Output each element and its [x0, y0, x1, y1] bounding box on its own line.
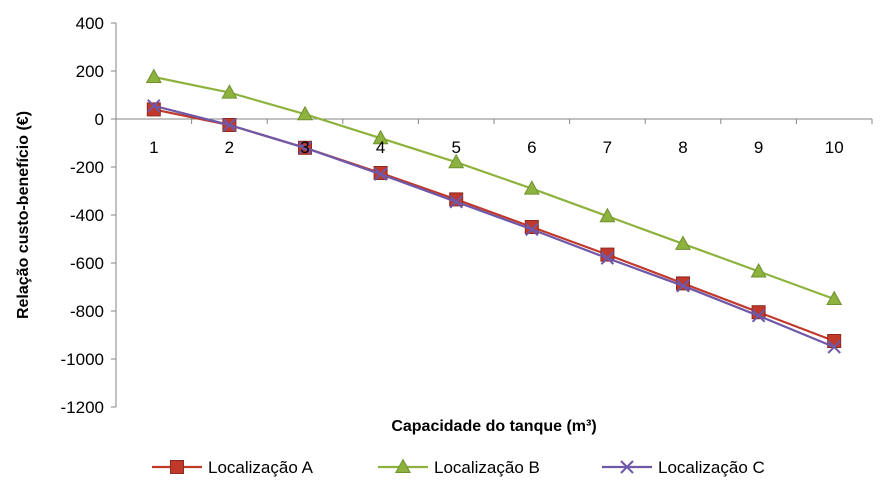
data-point-stroke — [525, 222, 539, 237]
x-tick-label: 2 — [225, 138, 234, 157]
data-point — [827, 340, 841, 354]
y-tick-label: -200 — [70, 158, 104, 177]
y-tick-label: 200 — [76, 62, 104, 81]
data-point — [372, 129, 389, 145]
x-tick-label: 8 — [678, 138, 687, 157]
x-tick-label: 6 — [527, 138, 536, 157]
legend-marker — [395, 458, 411, 474]
data-point — [298, 141, 312, 155]
data-point — [676, 279, 690, 293]
data-point — [600, 251, 615, 265]
y-tick-label: -600 — [70, 254, 104, 273]
data-point — [448, 153, 465, 169]
x-tick-label: 5 — [451, 138, 460, 157]
data-point-stroke — [298, 141, 312, 155]
data-point — [675, 235, 691, 250]
data-point-stroke — [449, 195, 463, 209]
data-point-stroke — [373, 167, 388, 181]
series-line-2 — [153, 75, 835, 301]
legend-label: Localização C — [658, 458, 765, 477]
y-tick-label: -1000 — [61, 350, 104, 369]
x-tick-label: 9 — [754, 138, 763, 157]
data-point — [145, 68, 162, 84]
legend-item: Localização A — [152, 458, 314, 477]
legend-marker-shape — [170, 460, 184, 474]
data-point — [750, 262, 767, 278]
data-point — [751, 309, 766, 323]
y-axis-title: Relação custo-benefício (€) — [15, 111, 32, 319]
x-tick-label: 10 — [825, 138, 844, 157]
legend-item: Localização C — [602, 458, 765, 477]
data-point — [525, 222, 539, 237]
y-tick-label: 0 — [95, 110, 104, 129]
legend-label: Localização A — [208, 458, 314, 477]
data-point — [222, 118, 237, 132]
y-tick-label: -1200 — [61, 398, 104, 417]
legend-item: Localização B — [378, 458, 540, 477]
data-point — [221, 84, 238, 99]
data-point-stroke — [222, 118, 237, 132]
data-point — [297, 105, 313, 121]
x-tick-label: 3 — [300, 138, 309, 157]
x-tick-label: 7 — [603, 138, 612, 157]
y-tick-label: 400 — [76, 14, 104, 33]
legend-label: Localização B — [434, 458, 540, 477]
data-point-stroke — [676, 279, 690, 293]
data-point-stroke — [600, 251, 615, 265]
legend-marker — [620, 460, 634, 474]
y-tick-label: -400 — [70, 206, 104, 225]
x-axis-title: Capacidade do tanque (m³) — [391, 418, 596, 435]
x-tick-label: 4 — [376, 138, 385, 157]
data-point-stroke — [147, 99, 161, 113]
y-tick-label: -800 — [70, 302, 104, 321]
data-point — [826, 290, 843, 306]
x-tick-label: 1 — [149, 138, 158, 157]
legend-marker — [170, 460, 184, 474]
data-point — [147, 99, 161, 113]
data-point — [523, 180, 540, 195]
legend-marker-stroke — [620, 460, 634, 474]
data-point — [449, 195, 463, 209]
data-point — [599, 207, 616, 223]
data-point-stroke — [827, 340, 841, 354]
data-point-stroke — [751, 309, 766, 323]
data-point — [373, 167, 388, 181]
series-line-3 — [153, 104, 835, 349]
